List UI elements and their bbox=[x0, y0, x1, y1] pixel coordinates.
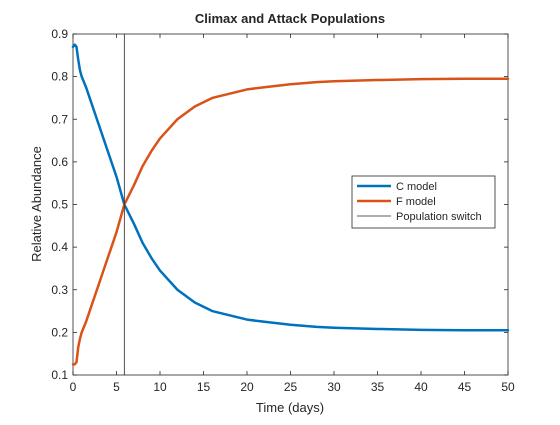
x-tick-label: 15 bbox=[197, 380, 211, 394]
legend-label: Population switch bbox=[396, 211, 482, 223]
x-tick-label: 30 bbox=[327, 380, 341, 394]
y-tick-label: 0.4 bbox=[51, 240, 68, 254]
x-tick-label: 40 bbox=[414, 380, 428, 394]
x-tick-label: 35 bbox=[371, 380, 385, 394]
x-axis-label: Time (days) bbox=[256, 400, 324, 415]
y-tick-label: 0.3 bbox=[51, 283, 68, 297]
y-tick-label: 0.8 bbox=[51, 70, 68, 84]
series-line-0 bbox=[71, 43, 510, 332]
x-tick-label: 5 bbox=[113, 380, 120, 394]
y-tick-label: 0.7 bbox=[51, 112, 68, 126]
x-tick-label: 20 bbox=[240, 380, 254, 394]
y-tick-label: 0.2 bbox=[51, 325, 68, 339]
x-tick-label: 50 bbox=[501, 380, 515, 394]
y-tick-label: 0.5 bbox=[51, 198, 68, 212]
legend-label: F model bbox=[396, 196, 436, 208]
legend-label: C model bbox=[396, 181, 437, 193]
x-tick-label: 0 bbox=[70, 380, 77, 394]
y-tick-label: 0.6 bbox=[51, 155, 68, 169]
series-line-1 bbox=[71, 77, 510, 366]
y-tick-label: 0.9 bbox=[51, 27, 68, 41]
x-tick-label: 10 bbox=[153, 380, 167, 394]
x-tick-label: 25 bbox=[284, 380, 298, 394]
chart-title: Climax and Attack Populations bbox=[195, 11, 385, 26]
y-tick-label: 0.1 bbox=[51, 368, 68, 382]
y-axis-label: Relative Abundance bbox=[29, 146, 44, 262]
x-tick-label: 45 bbox=[458, 380, 472, 394]
legend: C model F model Population switch bbox=[351, 175, 496, 229]
